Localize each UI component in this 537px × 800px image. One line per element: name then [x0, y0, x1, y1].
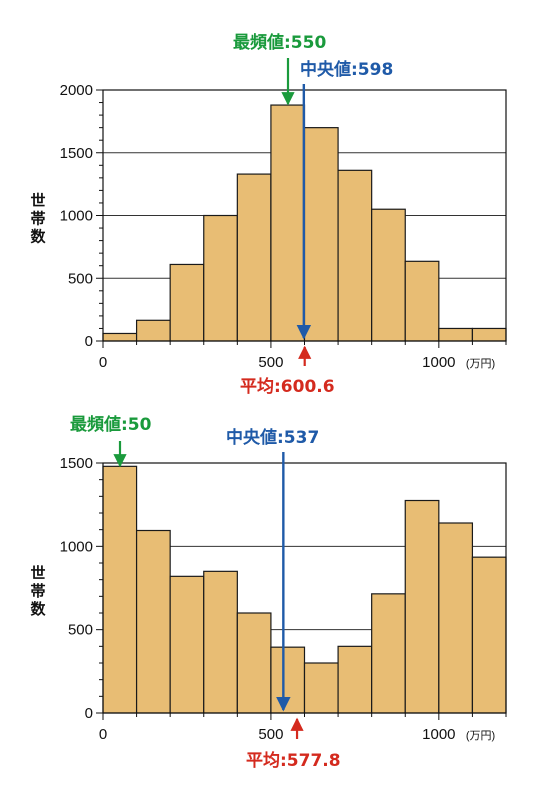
bar: [169, 575, 205, 714]
x-tick-label: 500: [258, 726, 283, 743]
ticks: 0 500 1000 1500 2000 0 500 1000: [60, 82, 507, 371]
bar: [371, 593, 406, 714]
histogram-chart-bottom: 0 500 1000 1500 0 500 1000 世 帯 数 (万円) 最頻値:50 中…: [30, 414, 507, 771]
bar: [203, 570, 238, 714]
y-axis-label-char-1: 世: [30, 192, 45, 210]
bar: [270, 646, 306, 714]
bar: [169, 263, 205, 342]
x-tick-label: 1000: [422, 726, 455, 743]
y-axis-label-char-3: 数: [30, 600, 46, 618]
bar: [102, 465, 138, 714]
y-axis-label-char-1: 世: [30, 564, 45, 582]
bar: [135, 529, 171, 714]
y-tick-label: 1000: [60, 538, 93, 555]
bar: [102, 332, 138, 342]
y-tick-label: 1000: [60, 208, 93, 225]
stat-markers: [113, 441, 304, 739]
bar: [404, 499, 440, 714]
y-axis-label-char-2: 帯: [30, 582, 45, 600]
x-tick-label: 0: [99, 354, 107, 371]
bar: [337, 169, 373, 342]
y-axis-label-char-2: 帯: [30, 210, 45, 228]
x-tick-label: 1000: [422, 354, 455, 371]
y-tick-label: 0: [85, 333, 93, 350]
bar: [270, 104, 306, 342]
mode-label: 最頻値:550: [233, 32, 326, 53]
bar: [404, 260, 440, 342]
median-label: 中央値:598: [300, 59, 393, 80]
bar: [371, 208, 406, 342]
x-tick-label: 0: [99, 726, 107, 743]
bar: [471, 327, 507, 342]
x-axis-unit: (万円): [466, 358, 495, 370]
bar: [135, 319, 171, 342]
mode-label: 最頻値:50: [70, 414, 152, 435]
stat-markers: [281, 58, 312, 366]
y-axis-label-char-3: 数: [30, 228, 46, 246]
bar: [236, 173, 272, 342]
histogram-chart-top: 0 500 1000 1500 2000 0 500 1000 世 帯 数 (万円) 最頻値:…: [30, 32, 507, 397]
bar: [303, 662, 339, 714]
y-tick-label: 2000: [60, 82, 93, 99]
y-tick-label: 500: [68, 622, 93, 639]
bars: [102, 104, 507, 342]
ticks: 0 500 1000 1500 0 500 1000: [60, 455, 507, 743]
bar: [438, 327, 474, 342]
x-axis-unit: (万円): [466, 730, 495, 742]
y-tick-label: 1500: [60, 145, 93, 162]
bar: [236, 612, 272, 714]
bars: [102, 465, 507, 714]
y-tick-label: 500: [68, 270, 93, 287]
bar: [438, 522, 474, 714]
bar: [303, 127, 339, 342]
mean-label: 平均:600.6: [240, 376, 335, 397]
bar: [337, 645, 373, 714]
y-tick-label: 0: [85, 705, 93, 722]
y-tick-label: 1500: [60, 455, 93, 472]
bar: [471, 556, 507, 714]
mean-label: 平均:577.8: [246, 750, 341, 771]
median-label: 中央値:537: [226, 427, 319, 448]
x-tick-label: 500: [258, 354, 283, 371]
bar: [203, 214, 238, 342]
